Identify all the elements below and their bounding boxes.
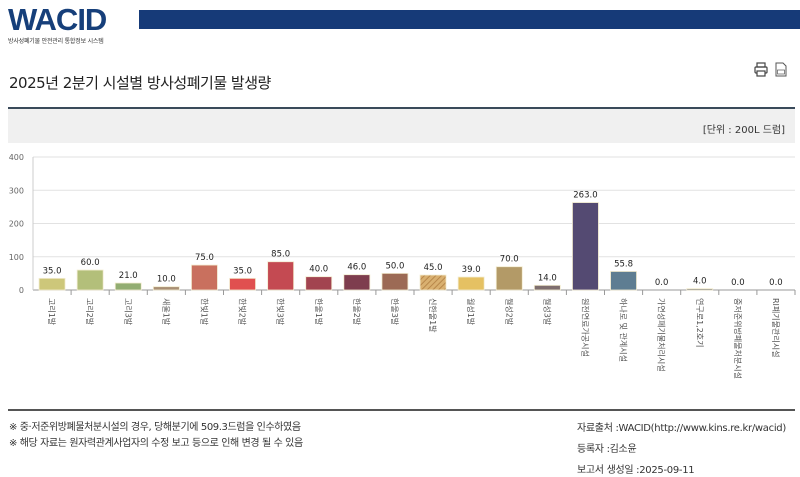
bar[interactable] [305, 276, 333, 291]
bar[interactable] [572, 202, 599, 291]
data-label: 35.0 [233, 266, 252, 276]
x-tick-label: 월성2발 [504, 298, 514, 326]
bar[interactable] [419, 274, 447, 291]
data-label: 50.0 [385, 261, 404, 271]
bar[interactable] [610, 271, 637, 291]
data-label: 70.0 [500, 255, 519, 265]
x-tick-label: 중저준위방폐물처분시설 [733, 298, 743, 379]
data-label: 0.0 [731, 278, 745, 288]
x-tick-label: 한울2발 [352, 298, 362, 326]
data-label: 55.8 [614, 259, 633, 269]
data-label: 45.0 [424, 263, 443, 273]
x-tick-label: 한울1발 [314, 298, 324, 326]
data-label: 39.0 [462, 265, 481, 275]
bar[interactable] [533, 284, 561, 291]
x-tick-label: 새울1발 [161, 298, 171, 326]
footnote: ※ 해당 자료는 원자력관계사업자의 수정 보고 등으로 인해 변경 될 수 있… [9, 438, 303, 449]
x-tick-label: 원전연료가공시설 [580, 298, 590, 357]
footer-divider [8, 409, 795, 411]
x-tick-label: 한울3발 [390, 298, 400, 326]
data-label: 85.0 [271, 250, 290, 260]
x-tick-label: 가연성폐기물처리시설 [657, 298, 667, 372]
bar[interactable] [114, 282, 142, 291]
data-source: 자료출처 :WACID(http://www.kins.re.kr/wacid) [577, 423, 786, 434]
bar[interactable] [76, 269, 104, 291]
data-label: 0.0 [769, 278, 783, 288]
data-label: 14.0 [538, 273, 557, 283]
x-tick-label: 한빛2발 [238, 298, 248, 326]
header-banner [139, 10, 800, 29]
x-tick-label: 연구로1,2호기 [695, 298, 704, 348]
logo-subtitle: 방사성폐기물 안전관리 통합정보 시스템 [8, 38, 104, 45]
x-tick-label: 하나로 및 관계시설 [619, 298, 629, 362]
data-label: 46.0 [347, 263, 366, 273]
print-icon[interactable] [754, 62, 768, 77]
bar[interactable] [191, 264, 218, 291]
bar[interactable] [343, 274, 371, 291]
bar[interactable] [152, 286, 180, 291]
data-label: 0.0 [655, 278, 669, 288]
data-label: 4.0 [693, 277, 707, 287]
pdf-icon[interactable] [774, 62, 788, 77]
data-label: 60.0 [81, 258, 100, 268]
y-tick-label: 400 [9, 153, 24, 162]
bar[interactable] [457, 276, 485, 291]
logo-wordmark: WACID [8, 2, 107, 37]
y-tick-label: 0 [19, 286, 24, 295]
x-tick-label: 신한울1발 [428, 298, 438, 333]
y-tick-label: 100 [9, 253, 24, 262]
bar[interactable] [495, 266, 523, 291]
bar[interactable] [381, 272, 409, 291]
unit-bar: [단위 : 200L 드럼] [8, 107, 795, 143]
bar[interactable] [686, 288, 714, 291]
registrant: 등록자 :김소윤 [577, 444, 637, 455]
logo[interactable]: WACID 방사성폐기물 안전관리 통합정보 시스템 [8, 2, 107, 45]
x-tick-label: 고리2발 [85, 298, 95, 326]
bar[interactable] [267, 261, 295, 291]
x-tick-label: 고리3발 [123, 298, 133, 326]
x-tick-label: 한빛3발 [276, 298, 286, 326]
x-tick-label: RI폐기물관리시설 [771, 298, 781, 357]
x-tick-label: 한빛1발 [199, 298, 209, 326]
x-tick-label: 고리1발 [47, 298, 57, 326]
bar[interactable] [229, 277, 256, 291]
data-label: 21.0 [119, 271, 138, 281]
bar-chart: 0 100 200 300 400 35.0 60.0 21.0 10.0 75.0 35.0 85.… [9, 153, 796, 379]
bar[interactable] [38, 277, 66, 291]
footnote: ※ 중·저준위방폐물처분시설의 경우, 당해분기에 509.3드럼을 인수하였음 [9, 422, 301, 433]
data-label: 75.0 [195, 253, 214, 263]
y-tick-label: 200 [9, 220, 24, 229]
y-tick-label: 300 [9, 186, 24, 195]
data-label: 40.0 [309, 265, 328, 275]
data-label: 263.0 [573, 191, 597, 201]
x-tick-label: 월성3발 [542, 298, 552, 326]
report-date: 보고서 생성일 :2025-09-11 [577, 465, 695, 476]
x-tick-label: 월성1발 [466, 298, 476, 326]
data-label: 35.0 [43, 266, 62, 276]
page-title: 2025년 2분기 시설별 방사성폐기물 발생량 [9, 74, 271, 92]
unit-label: [단위 : 200L 드럼] [702, 125, 785, 136]
data-label: 10.0 [157, 275, 176, 285]
